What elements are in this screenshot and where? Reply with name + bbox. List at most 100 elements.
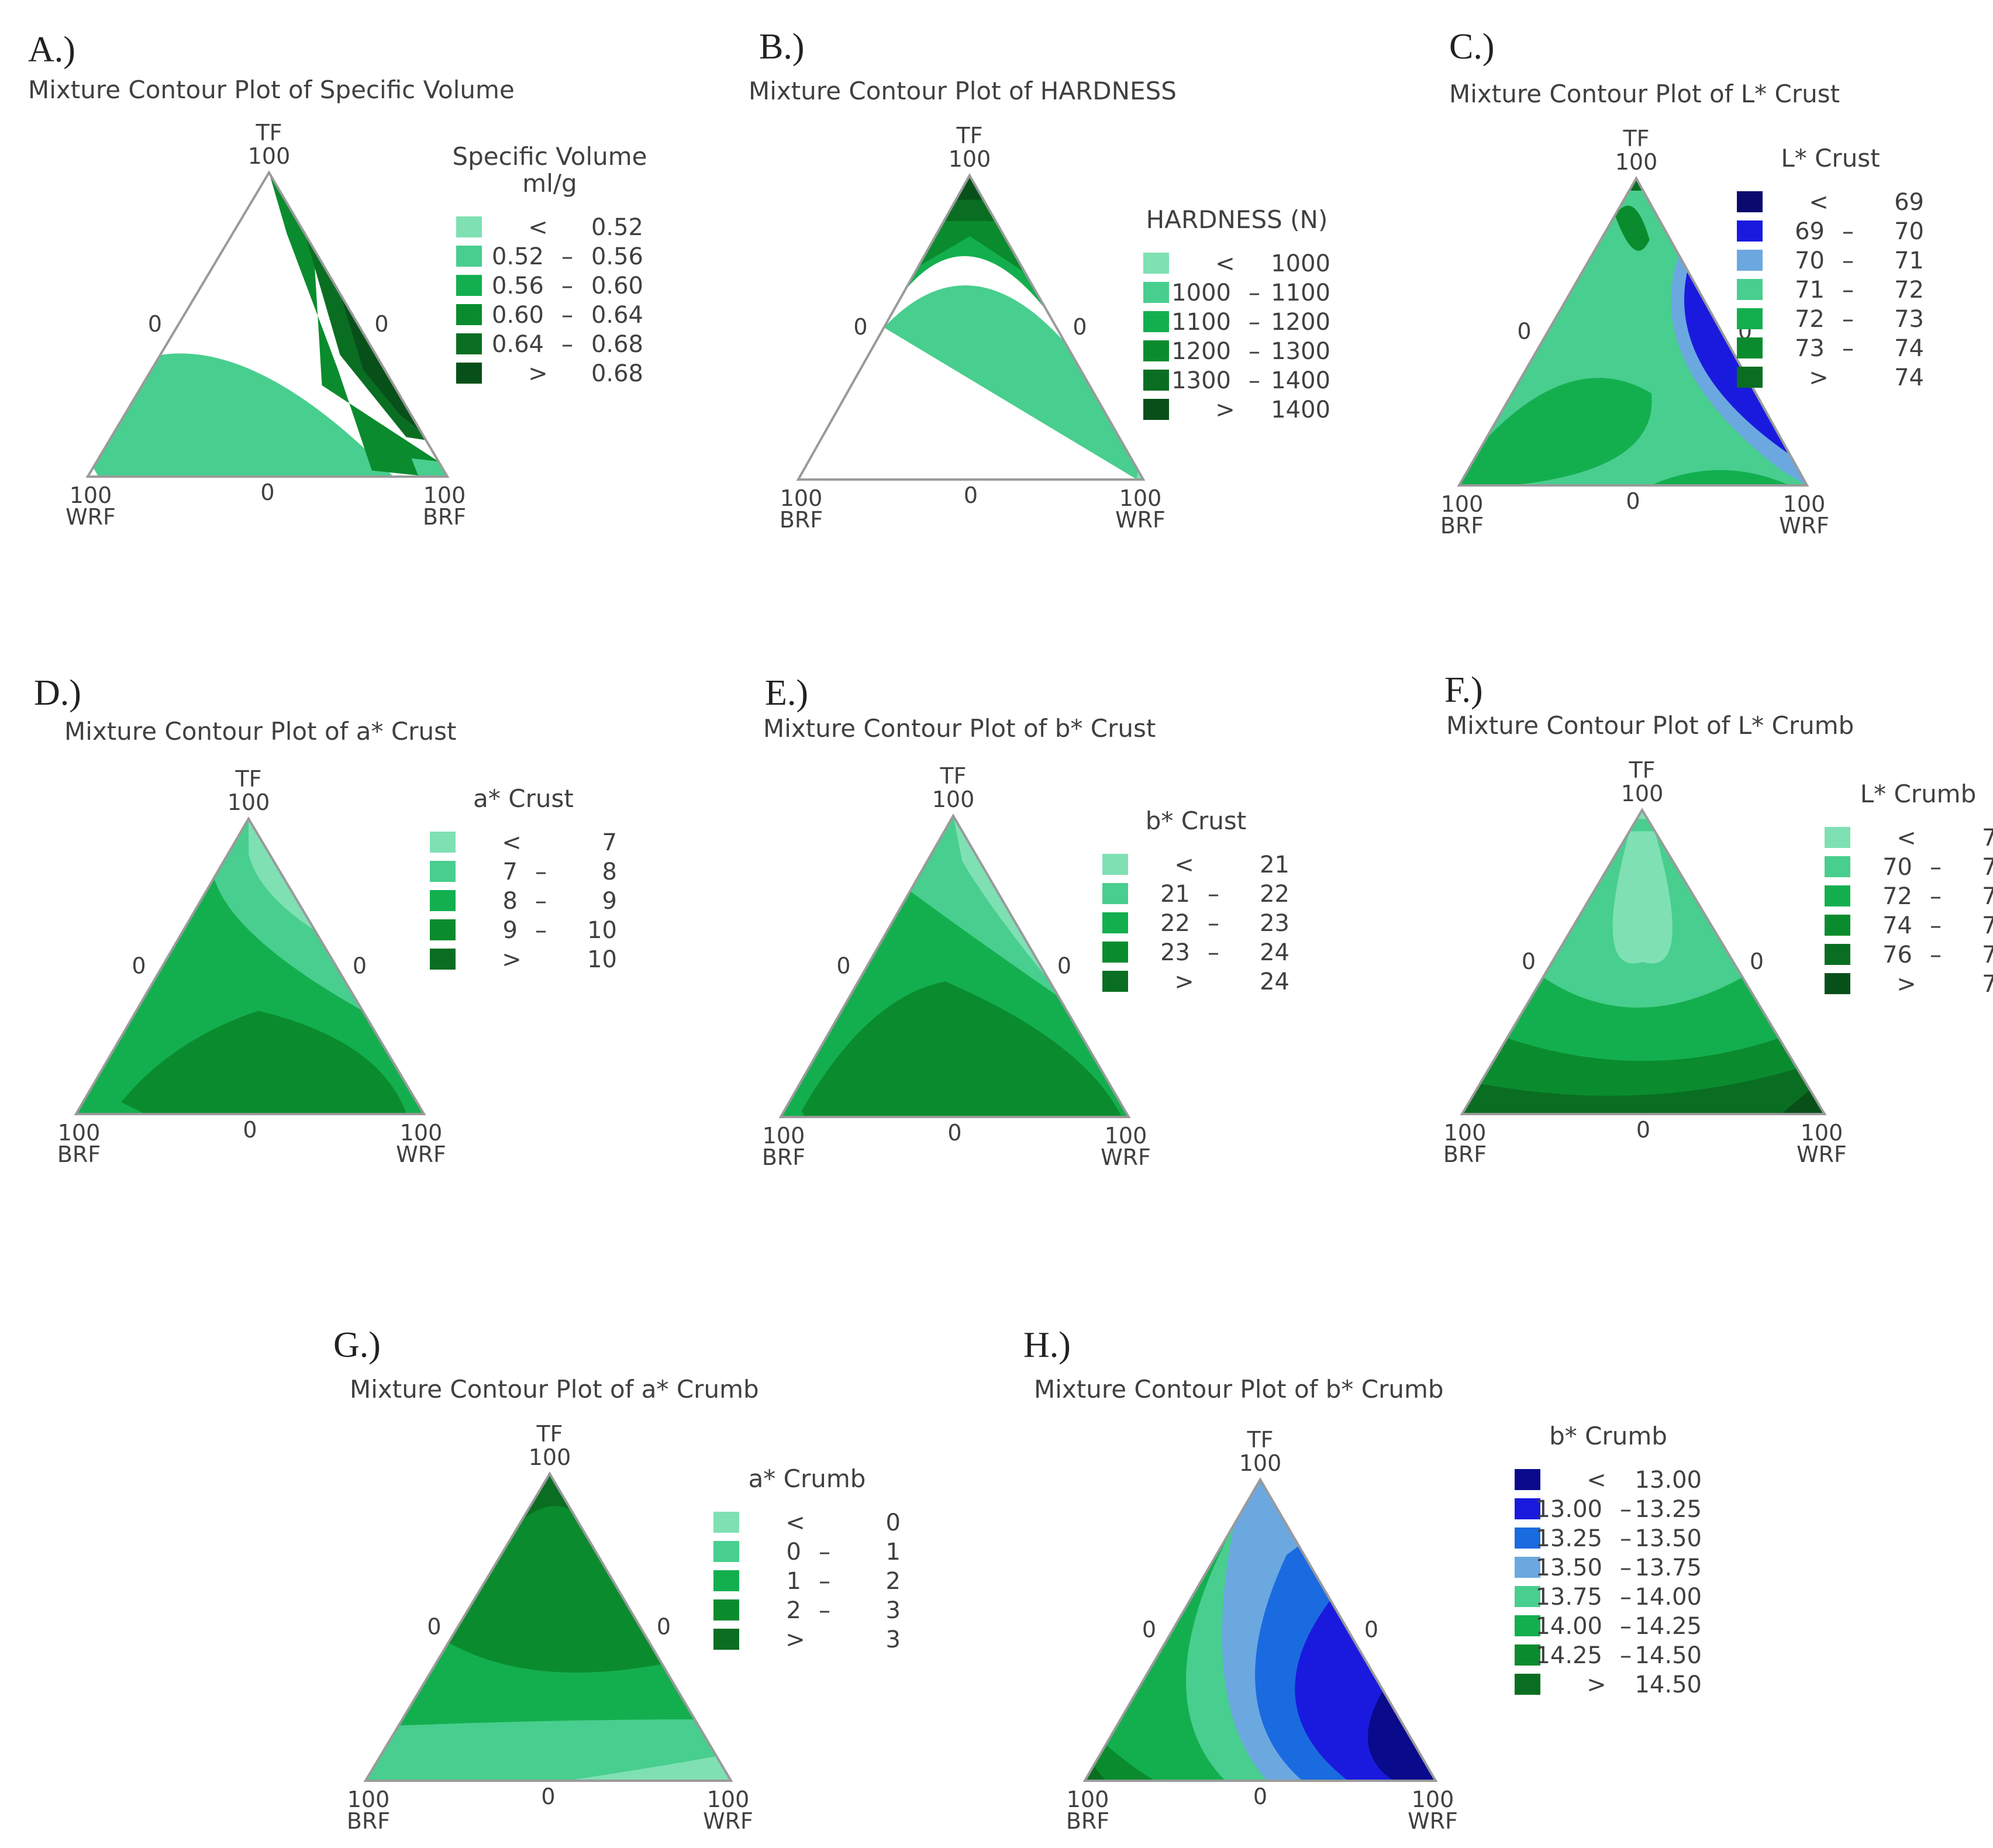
contour-region bbox=[93, 353, 394, 477]
vertex-top-name: TF bbox=[255, 120, 282, 146]
contour-region bbox=[1085, 1744, 1155, 1781]
vertex-right-name: WRF bbox=[1408, 1808, 1458, 1834]
panel-label: G.) bbox=[333, 1325, 381, 1365]
vertex-left-value: 100 bbox=[1441, 491, 1484, 517]
legend-op: > bbox=[1587, 1671, 1606, 1698]
zero-left: 0 bbox=[836, 953, 850, 979]
legend-low: 21 bbox=[1160, 881, 1190, 908]
vertex-top-value: 100 bbox=[1615, 149, 1658, 175]
legend-high: 71 bbox=[1894, 247, 1924, 274]
contour-region bbox=[1459, 378, 1652, 485]
contour-region bbox=[801, 981, 1122, 1117]
legend-swatch bbox=[1515, 1674, 1540, 1695]
panel-label: B.) bbox=[759, 27, 805, 67]
vertex-right-value: 100 bbox=[1783, 491, 1826, 517]
legend-high: 78 bbox=[1982, 971, 1993, 998]
vertex-left-value: 100 bbox=[1444, 1120, 1487, 1146]
legend-op: – bbox=[1842, 218, 1854, 245]
vertex-top-value: 100 bbox=[1621, 781, 1664, 806]
panel-label: C.) bbox=[1449, 27, 1495, 67]
legend-high: 10 bbox=[587, 946, 617, 973]
contour-region bbox=[522, 1474, 572, 1520]
legend-low: 13.25 bbox=[1535, 1525, 1602, 1552]
legend-high: 13.50 bbox=[1635, 1525, 1702, 1552]
panel-label: A.) bbox=[28, 30, 75, 70]
contour-region bbox=[366, 1719, 731, 1781]
legend-low: 76 bbox=[1882, 942, 1912, 968]
triangle-outline bbox=[1457, 175, 1809, 487]
legend-high: 78 bbox=[1982, 942, 1993, 968]
zero-right: 0 bbox=[1364, 1617, 1378, 1643]
panel-g: G.)Mixture Contour Plot of a* CrumbTF100… bbox=[333, 1325, 901, 1834]
legend-swatch bbox=[1515, 1586, 1540, 1607]
legend-title: ml/g bbox=[522, 169, 577, 198]
legend-high: 1400 bbox=[1271, 367, 1330, 394]
legend-swatch bbox=[1737, 308, 1763, 329]
legend-high: 1400 bbox=[1271, 397, 1330, 423]
legend-swatch bbox=[1143, 253, 1169, 274]
legend-high: 13.00 bbox=[1635, 1467, 1702, 1494]
legend-low: 23 bbox=[1160, 939, 1190, 966]
zero-left: 0 bbox=[853, 314, 867, 340]
legend-op: < bbox=[1215, 250, 1235, 277]
chart-title: Mixture Contour Plot of b* Crust bbox=[763, 714, 1156, 743]
legend-op: – bbox=[1620, 1554, 1632, 1581]
legend-low: 1 bbox=[787, 1568, 801, 1595]
legend-high: 2 bbox=[886, 1568, 901, 1595]
chart-title: Mixture Contour Plot of b* Crumb bbox=[1034, 1375, 1444, 1404]
panel-h: H.)Mixture Contour Plot of b* CrumbTF100… bbox=[1023, 1325, 1702, 1834]
zero-left: 0 bbox=[1142, 1617, 1156, 1643]
vertex-right-value: 100 bbox=[1119, 485, 1162, 511]
panel-b: B.)Mixture Contour Plot of HARDNESSTF100… bbox=[749, 27, 1330, 533]
legend-high: 0 bbox=[886, 1509, 901, 1536]
vertex-top-value: 100 bbox=[932, 787, 975, 812]
legend-swatch bbox=[1737, 337, 1763, 358]
legend-title: HARDNESS (N) bbox=[1146, 205, 1328, 234]
legend-high: 74 bbox=[1894, 335, 1924, 362]
legend: a* Crust< 77–88–99–10> 10 bbox=[430, 784, 617, 973]
legend-high: 14.25 bbox=[1635, 1613, 1702, 1640]
legend-title: b* Crust bbox=[1146, 806, 1247, 835]
vertex-right-name: BRF bbox=[423, 504, 466, 530]
panel-c: C.)Mixture Contour Plot of L* CrustTF100… bbox=[1440, 27, 1924, 539]
legend-op: > bbox=[1215, 397, 1235, 423]
legend-op: – bbox=[1208, 910, 1219, 937]
vertex-top-name: TF bbox=[235, 766, 261, 792]
legend-swatch bbox=[1143, 370, 1169, 391]
legend-low: 1100 bbox=[1171, 309, 1231, 336]
contour-region bbox=[918, 221, 1025, 273]
zero-left: 0 bbox=[148, 311, 162, 337]
contour-regions bbox=[1085, 1480, 1436, 1781]
legend-swatch bbox=[1825, 885, 1850, 906]
zero-left: 0 bbox=[427, 1614, 441, 1640]
legend-swatch bbox=[1143, 311, 1169, 332]
legend-high: 3 bbox=[886, 1597, 901, 1624]
legend-title: b* Crumb bbox=[1549, 1422, 1667, 1450]
legend-swatch bbox=[1515, 1615, 1540, 1636]
legend-high: 1 bbox=[886, 1539, 901, 1566]
vertex-top-name: TF bbox=[536, 1421, 563, 1447]
legend-op: – bbox=[561, 243, 573, 270]
legend-op: – bbox=[1249, 280, 1260, 306]
zero-right: 0 bbox=[374, 311, 388, 337]
vertex-top-value: 100 bbox=[529, 1444, 571, 1470]
legend-low: 71 bbox=[1795, 277, 1825, 304]
legend-high: 1300 bbox=[1271, 338, 1330, 365]
legend-high: 14.00 bbox=[1635, 1584, 1702, 1611]
zero-right: 0 bbox=[1750, 949, 1764, 974]
legend-swatch bbox=[456, 246, 482, 267]
vertex-right-value: 100 bbox=[400, 1120, 443, 1146]
legend-op: < bbox=[1809, 189, 1829, 216]
legend-op: – bbox=[535, 859, 547, 885]
legend-low: 1300 bbox=[1171, 367, 1231, 394]
contour-region bbox=[1462, 1068, 1825, 1114]
legend-op: > bbox=[1809, 364, 1829, 391]
legend-swatch bbox=[1515, 1644, 1540, 1666]
contour-region bbox=[1781, 1090, 1825, 1114]
legend-op: – bbox=[1620, 1525, 1632, 1552]
legend-title: Specific Volume bbox=[452, 142, 647, 171]
legend-op: > bbox=[528, 360, 548, 387]
